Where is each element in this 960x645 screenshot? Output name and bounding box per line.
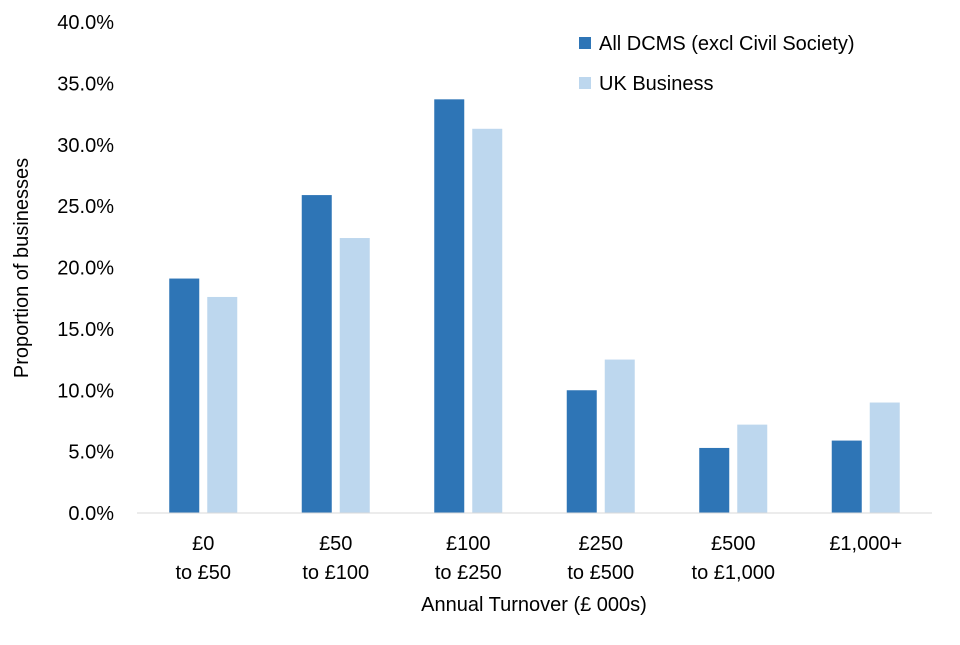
bar-uk-business — [869, 402, 900, 513]
x-tick-label: £500 — [711, 533, 756, 555]
legend-swatch — [579, 37, 591, 49]
bar-all-dcms — [831, 440, 862, 513]
y-tick-label: 30.0% — [57, 135, 114, 157]
legend-swatch — [579, 77, 591, 89]
legend-label: All DCMS (excl Civil Society) — [599, 33, 855, 55]
x-tick-label: £100 — [446, 533, 491, 555]
x-axis-label: Annual Turnover (£ 000s) — [421, 594, 647, 616]
y-axis-ticks: 0.0% 5.0% 10.0% 15.0% 20.0% 25.0% 30.0% 35.0% 40… — [57, 12, 114, 525]
bar-uk-business — [604, 359, 635, 513]
y-tick-label: 10.0% — [57, 380, 114, 402]
x-tick-label: to £250 — [435, 562, 502, 584]
bar-uk-business — [339, 238, 370, 514]
bar-all-dcms — [699, 447, 730, 513]
legend: All DCMS (excl Civil Society) UK Business — [579, 33, 855, 95]
y-tick-label: 20.0% — [57, 258, 114, 280]
y-tick-label: 35.0% — [57, 73, 114, 95]
bar-all-dcms — [566, 390, 597, 513]
x-tick-label: £50 — [319, 533, 352, 555]
x-tick-label: £0 — [192, 533, 214, 555]
x-axis-ticks: £0 to £50 £50 to £100 £100 to £250 £250 to £500… — [175, 533, 902, 584]
bar-all-dcms — [301, 195, 332, 513]
y-tick-label: 15.0% — [57, 319, 114, 341]
x-tick-label: to £50 — [175, 562, 231, 584]
bars — [169, 99, 900, 514]
bar-uk-business — [737, 424, 768, 513]
y-tick-label: 0.0% — [68, 503, 114, 525]
legend-label: UK Business — [599, 73, 714, 95]
y-tick-label: 40.0% — [57, 12, 114, 34]
x-tick-label: £1,000+ — [829, 533, 902, 555]
bar-all-dcms — [434, 99, 465, 514]
y-axis-label: Proportion of businesses — [11, 158, 33, 378]
y-tick-label: 5.0% — [68, 442, 114, 464]
x-tick-label: to £500 — [567, 562, 634, 584]
x-tick-label: to £1,000 — [692, 562, 775, 584]
x-tick-label: to £100 — [302, 562, 369, 584]
x-tick-label: £250 — [579, 533, 624, 555]
y-tick-label: 25.0% — [57, 196, 114, 218]
bar-all-dcms — [169, 278, 200, 513]
bar-uk-business — [207, 296, 238, 513]
bar-uk-business — [472, 128, 503, 514]
